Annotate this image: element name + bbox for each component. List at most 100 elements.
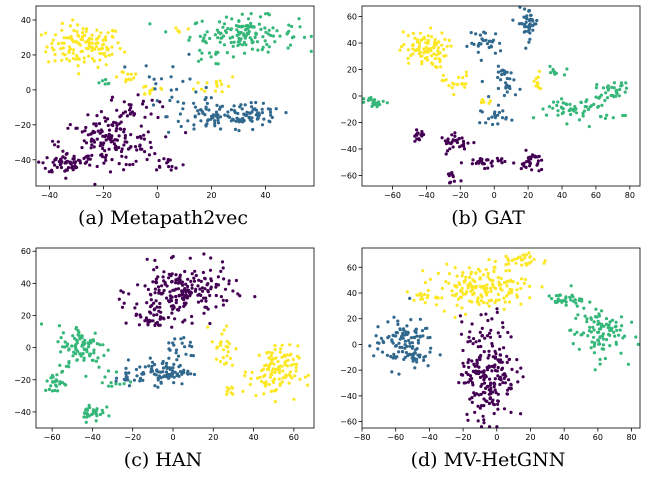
- data-point: [201, 290, 204, 293]
- data-point: [188, 77, 191, 80]
- data-point: [520, 277, 523, 280]
- data-point: [270, 390, 273, 393]
- data-point: [605, 317, 608, 320]
- data-point: [424, 41, 427, 44]
- data-point: [191, 322, 194, 325]
- data-point: [250, 105, 253, 108]
- data-point: [222, 277, 225, 280]
- data-point: [170, 75, 173, 78]
- data-point: [230, 391, 233, 394]
- data-point: [79, 353, 82, 356]
- data-point: [418, 52, 421, 55]
- data-point: [170, 305, 173, 308]
- data-point: [54, 33, 57, 36]
- data-point: [157, 291, 160, 294]
- data-point: [522, 164, 525, 167]
- data-point: [528, 38, 531, 41]
- data-point: [130, 73, 133, 76]
- data-point: [150, 304, 153, 307]
- data-point: [541, 107, 544, 110]
- data-point: [520, 167, 523, 170]
- data-point: [486, 167, 489, 170]
- data-point: [244, 37, 247, 40]
- data-point: [400, 346, 403, 349]
- data-point: [620, 324, 623, 327]
- data-point: [214, 90, 217, 93]
- y-tick-label: 20: [21, 312, 31, 321]
- data-point: [129, 133, 132, 136]
- data-point: [123, 382, 126, 385]
- data-point: [437, 46, 440, 49]
- data-point: [227, 388, 230, 391]
- data-point: [494, 116, 497, 119]
- data-point: [110, 385, 113, 388]
- data-point: [166, 284, 169, 287]
- data-point: [580, 101, 583, 104]
- data-point: [235, 24, 238, 27]
- data-point: [238, 42, 241, 45]
- data-point: [137, 93, 140, 96]
- data-point: [229, 357, 232, 360]
- data-point: [478, 339, 481, 342]
- data-point: [437, 40, 440, 43]
- data-point: [165, 297, 168, 300]
- data-point: [468, 284, 471, 287]
- data-point: [530, 168, 533, 171]
- data-point: [496, 369, 499, 372]
- data-point: [97, 48, 100, 51]
- data-point: [538, 155, 541, 158]
- data-point: [84, 375, 87, 378]
- data-point: [75, 348, 78, 351]
- data-point: [370, 105, 373, 108]
- data-point: [167, 276, 170, 279]
- data-point: [71, 334, 74, 337]
- data-point: [424, 301, 427, 304]
- data-point: [602, 343, 605, 346]
- data-point: [528, 296, 531, 299]
- data-point: [523, 282, 526, 285]
- data-point: [177, 365, 180, 368]
- data-point: [491, 399, 494, 402]
- data-point: [235, 279, 238, 282]
- data-point: [45, 45, 48, 48]
- data-point: [244, 28, 247, 31]
- data-point: [523, 256, 526, 259]
- data-point: [531, 18, 534, 21]
- data-point: [221, 105, 224, 108]
- data-point: [281, 376, 284, 379]
- data-point: [480, 334, 483, 337]
- data-point: [277, 360, 280, 363]
- data-point: [93, 145, 96, 148]
- data-point: [156, 306, 159, 309]
- data-point: [122, 168, 125, 171]
- data-point: [470, 42, 473, 45]
- data-point: [265, 364, 268, 367]
- data-point: [226, 346, 229, 349]
- data-point: [408, 353, 411, 356]
- data-point: [133, 379, 136, 382]
- data-point: [399, 328, 402, 331]
- data-point: [96, 41, 99, 44]
- data-point: [568, 103, 571, 106]
- data-point: [441, 79, 444, 82]
- y-tick-label: 0: [26, 86, 31, 95]
- data-point: [227, 282, 230, 285]
- data-point: [497, 65, 500, 68]
- data-point: [127, 358, 130, 361]
- data-point: [112, 121, 115, 124]
- x-tick-label: 0: [155, 191, 160, 200]
- data-point: [85, 47, 88, 50]
- data-point: [267, 51, 270, 54]
- data-point: [415, 48, 418, 51]
- data-point: [465, 74, 468, 77]
- data-point: [287, 359, 290, 362]
- data-point: [167, 131, 170, 134]
- data-point: [273, 357, 276, 360]
- data-point: [434, 38, 437, 41]
- data-point: [516, 380, 519, 383]
- data-point: [536, 82, 539, 85]
- data-point: [530, 260, 533, 263]
- data-point: [249, 383, 252, 386]
- data-point: [167, 316, 170, 319]
- data-point: [484, 31, 487, 34]
